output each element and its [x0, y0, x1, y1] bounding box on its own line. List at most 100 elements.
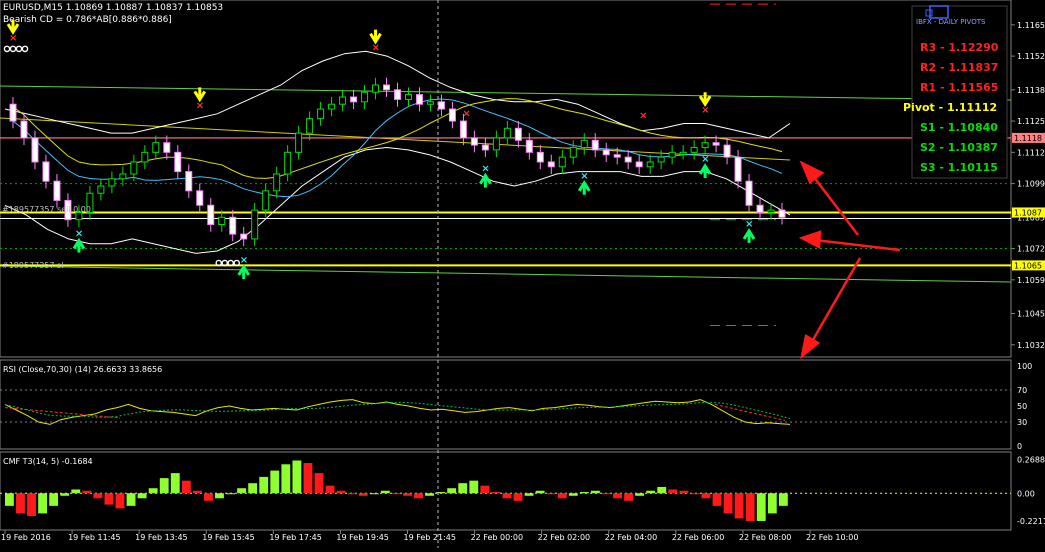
pattern-point-icon	[221, 259, 229, 267]
candle	[350, 96, 358, 103]
cmf-bar	[546, 493, 556, 495]
candle	[185, 171, 193, 192]
cmf-bar	[325, 485, 335, 494]
buy-signal-x-icon: ×	[745, 219, 753, 230]
y-tick-label: 1.1112	[1017, 148, 1045, 157]
cmf-bar	[646, 490, 656, 494]
cmf-panel	[0, 451, 1012, 531]
cmf-bar	[778, 493, 788, 506]
y-tick-label: 1.1032	[1017, 341, 1045, 350]
x-tick-label: 22 Feb 06:00	[672, 533, 724, 542]
cmf-tick-label: 0.00	[1017, 489, 1035, 498]
candle	[701, 142, 709, 149]
cmf-bar	[723, 493, 733, 514]
cmf-bar	[204, 493, 213, 501]
buy-signal-x-icon: ×	[580, 171, 588, 182]
candle	[415, 94, 423, 105]
candle	[404, 94, 412, 100]
candle	[481, 144, 489, 151]
cmf-bar	[347, 493, 357, 495]
cmf-bar	[303, 463, 313, 494]
candle	[273, 173, 281, 192]
candle	[569, 147, 577, 158]
x-tick-label: 19 Feb 21:45	[404, 533, 456, 542]
sell-signal-arrow-icon	[698, 92, 712, 108]
cmf-bar	[281, 464, 291, 494]
pivot-r1: R1 - 1.11565	[920, 81, 998, 94]
y-tick-label: 1.1152	[1017, 52, 1045, 61]
candle	[97, 185, 105, 194]
y-tick-label: 1.1125	[1017, 117, 1045, 126]
candle	[712, 142, 720, 146]
cmf-bar	[126, 493, 136, 506]
candle	[591, 139, 599, 151]
rsi-panel	[0, 359, 1012, 450]
candle	[745, 180, 753, 206]
cmf-title: CMF T3(14, 5) -0.1684	[3, 457, 93, 466]
candle	[130, 161, 138, 175]
candle	[240, 233, 248, 240]
pivot-s1: S1 - 1.10840	[920, 121, 998, 134]
cmf-bar	[513, 493, 523, 501]
candle	[251, 209, 259, 240]
candle	[657, 156, 665, 163]
x-tick-label: 22 Feb 08:00	[739, 533, 791, 542]
candle	[328, 103, 336, 110]
arrow-middle	[814, 238, 901, 252]
cmf-bar	[436, 492, 446, 494]
candle	[20, 120, 28, 139]
candle	[767, 209, 775, 213]
price-tag	[1012, 132, 1045, 143]
cmf-bar	[358, 493, 368, 496]
cmf-bar	[16, 493, 25, 514]
cmf-bar	[5, 493, 14, 506]
x-tick-label: 19 Feb 11:45	[68, 533, 120, 542]
candle	[514, 127, 522, 141]
cmf-bar	[93, 493, 103, 499]
cmf-bar	[27, 493, 36, 516]
candle	[207, 204, 215, 226]
candle	[646, 161, 654, 168]
candle	[635, 161, 643, 168]
cmf-bar	[403, 493, 412, 496]
pattern-point-icon	[21, 45, 29, 53]
trend-line-lower	[0, 265, 1012, 283]
candle	[756, 204, 764, 213]
candle	[536, 151, 544, 163]
candle	[31, 137, 39, 163]
candle	[525, 139, 533, 153]
y-tick-label: 1.1085	[1017, 213, 1045, 222]
pivot-s2: S2 - 1.10387	[920, 141, 998, 154]
rsi-tick-label: 70	[1017, 386, 1027, 395]
cmf-bar	[115, 493, 125, 509]
sell-signal-x-icon: ×	[9, 33, 17, 44]
candle	[690, 147, 698, 153]
cmf-bar	[237, 488, 247, 494]
candle	[613, 154, 621, 158]
trade-sl-label: #189577357 sl	[2, 261, 63, 270]
cmf-bar	[458, 483, 468, 494]
sell-signal-x-icon: ×	[462, 108, 470, 119]
arrow-upper-head-icon	[799, 160, 825, 184]
candle	[492, 137, 500, 151]
cmf-bar	[480, 485, 490, 494]
cmf-bar	[745, 493, 755, 521]
sell-signal-x-icon: ×	[639, 111, 647, 122]
y-tick-label: 1.1045	[1017, 310, 1045, 319]
x-tick-label: 22 Feb 02:00	[538, 533, 590, 542]
moving-average-slow	[12, 98, 783, 179]
x-tick-label: 22 Feb 00:00	[471, 533, 523, 542]
cmf-bar	[38, 493, 48, 514]
cmf-bar	[524, 493, 534, 496]
candle	[558, 156, 566, 168]
rsi-layer: RSI (Close,70,30) (14) 26.6633 33.8656	[0, 365, 1011, 425]
trend-line-upper	[0, 85, 1012, 101]
annotation-arrows	[798, 160, 901, 360]
price-tag-label: 1.1065	[1014, 261, 1042, 270]
candle	[295, 132, 303, 153]
candle	[470, 137, 478, 146]
cmf-bar	[226, 493, 235, 495]
cmf-bar	[314, 473, 324, 494]
